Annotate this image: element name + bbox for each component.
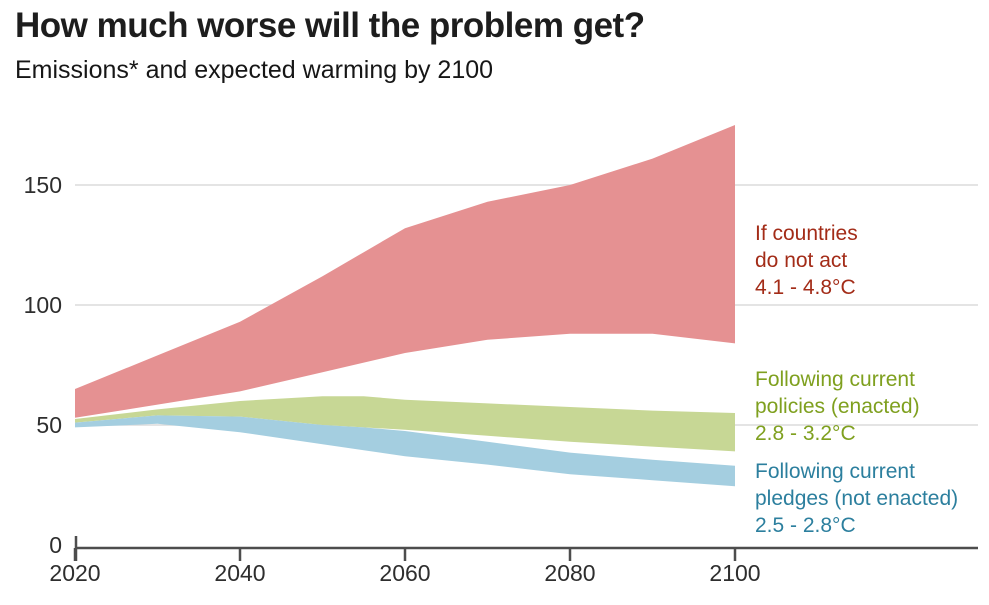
annotation-current-policies-temp: 2.8 - 3.2°C [755, 422, 856, 445]
annotation-no-action: If countries do not act 4.1 - 4.8°C [755, 220, 989, 301]
annotation-no-action-line1: If countries [755, 222, 858, 245]
annotation-current-policies: Following current policies (enacted) 2.8… [755, 366, 989, 447]
x-tick-2040: 2040 [214, 560, 266, 586]
x-tick-2080: 2080 [544, 560, 596, 586]
y-tick-0: 0 [49, 532, 62, 558]
x-tick-2060: 2060 [379, 560, 431, 586]
annotation-current-policies-line2: policies (enacted) [755, 395, 920, 418]
annotation-no-action-temp: 4.1 - 4.8°C [755, 276, 856, 299]
y-tick-50: 50 [36, 412, 62, 438]
band-current-policies [75, 396, 735, 452]
annotation-current-pledges: Following current pledges (not enacted) … [755, 458, 989, 539]
annotation-current-pledges-line2: pledges (not enacted) [755, 487, 959, 510]
x-tick-2100: 2100 [709, 560, 761, 586]
chart-subtitle: Emissions* and expected warming by 2100 [15, 56, 494, 84]
annotation-current-pledges-temp: 2.5 - 2.8°C [755, 514, 856, 537]
x-tick-2020: 2020 [49, 560, 101, 586]
y-tick-100: 100 [23, 292, 62, 318]
annotation-current-policies-line1: Following current [755, 368, 915, 391]
annotation-current-pledges-line1: Following current [755, 460, 915, 483]
y-tick-150: 150 [23, 172, 62, 198]
annotation-no-action-line2: do not act [755, 249, 848, 272]
chart-title: How much worse will the problem get? [15, 6, 645, 45]
band-no-action [75, 125, 735, 418]
band-current-pledges [75, 415, 735, 487]
